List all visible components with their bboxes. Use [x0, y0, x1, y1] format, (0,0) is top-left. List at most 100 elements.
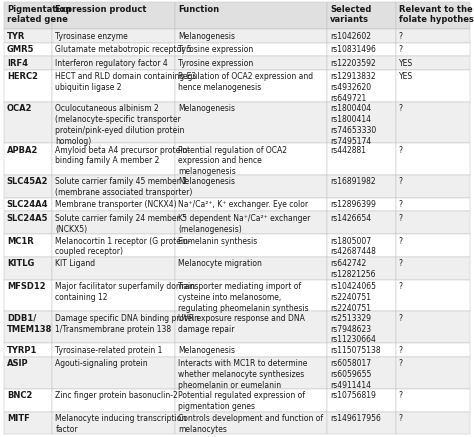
Bar — [4, 70, 53, 102]
Text: Controls development and function of
melanocytes: Controls development and function of mel… — [179, 414, 324, 434]
Bar — [327, 70, 396, 102]
Text: Melanogenesis: Melanogenesis — [179, 32, 236, 41]
Bar — [327, 143, 396, 175]
Text: ?: ? — [399, 392, 403, 400]
Bar — [4, 43, 53, 56]
Bar — [396, 389, 470, 412]
Text: Transporter mediating import of
cysteine into melanosome,
regulating pheomelanin: Transporter mediating import of cysteine… — [179, 282, 309, 312]
Bar — [175, 257, 327, 280]
Bar — [327, 412, 396, 434]
Text: Melanogenesis: Melanogenesis — [179, 346, 236, 355]
Text: Damage specific DNA binding protein
1/Transmembrane protein 138: Damage specific DNA binding protein 1/Tr… — [55, 314, 200, 334]
Text: rs1042602: rs1042602 — [330, 32, 371, 41]
Text: Interferon regulatory factor 4: Interferon regulatory factor 4 — [55, 59, 168, 68]
Bar — [175, 70, 327, 102]
Text: rs10756819: rs10756819 — [330, 392, 376, 400]
Text: Na⁺/Ca²⁺, K⁺ exchanger. Eye color: Na⁺/Ca²⁺, K⁺ exchanger. Eye color — [179, 200, 309, 209]
Text: rs642742
rs12821256: rs642742 rs12821256 — [330, 259, 375, 279]
Text: rs442881: rs442881 — [330, 146, 366, 155]
Bar — [4, 412, 53, 434]
Text: MFSD12: MFSD12 — [7, 282, 46, 291]
Text: ?: ? — [399, 236, 403, 246]
Bar — [327, 2, 396, 29]
Bar — [327, 102, 396, 143]
Bar — [396, 257, 470, 280]
Bar — [53, 211, 175, 234]
Bar — [53, 234, 175, 257]
Bar — [4, 343, 53, 357]
Text: Function: Function — [179, 5, 219, 14]
Text: ?: ? — [399, 104, 403, 113]
Bar — [175, 211, 327, 234]
Text: ?: ? — [399, 177, 403, 187]
Text: rs10831496: rs10831496 — [330, 45, 376, 54]
Text: ?: ? — [399, 32, 403, 41]
Bar — [53, 175, 175, 198]
Bar — [53, 70, 175, 102]
Text: HERC2: HERC2 — [7, 73, 38, 81]
Text: rs2513329
rs7948623
rs11230664: rs2513329 rs7948623 rs11230664 — [330, 314, 376, 344]
Bar — [4, 29, 53, 43]
Bar — [396, 234, 470, 257]
Bar — [396, 43, 470, 56]
Text: Solute carrier family 45 member 2
(membrane associated transporter): Solute carrier family 45 member 2 (membr… — [55, 177, 193, 197]
Bar — [327, 211, 396, 234]
Text: KIT Ligand: KIT Ligand — [55, 259, 96, 268]
Text: ASIP: ASIP — [7, 360, 28, 368]
Text: SLC24A5: SLC24A5 — [7, 214, 48, 223]
Bar — [175, 143, 327, 175]
Bar — [53, 2, 175, 29]
Text: Tyrosinase-related protein 1: Tyrosinase-related protein 1 — [55, 346, 163, 355]
Bar — [53, 357, 175, 389]
Text: Solute carrier family 24 member 5
(NCKX5): Solute carrier family 24 member 5 (NCKX5… — [55, 214, 187, 233]
Bar — [4, 198, 53, 211]
Text: ?: ? — [399, 346, 403, 355]
Text: GMR5: GMR5 — [7, 45, 34, 54]
Text: Tyrosinase enzyme: Tyrosinase enzyme — [55, 32, 128, 41]
Bar — [396, 29, 470, 43]
Bar — [175, 29, 327, 43]
Bar — [53, 56, 175, 70]
Bar — [53, 102, 175, 143]
Text: Relevant to the vitamin D-
folate hypothesis: Relevant to the vitamin D- folate hypoth… — [399, 5, 474, 24]
Text: rs12913832
rs4932620
rs649721: rs12913832 rs4932620 rs649721 — [330, 73, 376, 103]
Bar — [175, 280, 327, 312]
Text: ?: ? — [399, 282, 403, 291]
Text: YES: YES — [399, 59, 413, 68]
Text: Oculocutaneous albinism 2
(melanocyte-specific transporter
protein/pink-eyed dil: Oculocutaneous albinism 2 (melanocyte-sp… — [55, 104, 185, 146]
Bar — [396, 198, 470, 211]
Bar — [53, 143, 175, 175]
Bar — [4, 56, 53, 70]
Bar — [175, 343, 327, 357]
Bar — [396, 175, 470, 198]
Text: Melanogenesis: Melanogenesis — [179, 177, 236, 187]
Text: ?: ? — [399, 360, 403, 368]
Bar — [327, 56, 396, 70]
Bar — [327, 175, 396, 198]
Bar — [327, 257, 396, 280]
Text: ?: ? — [399, 214, 403, 223]
Text: APBA2: APBA2 — [7, 146, 38, 155]
Text: Melanocyte inducing transcription
factor: Melanocyte inducing transcription factor — [55, 414, 187, 434]
Bar — [327, 389, 396, 412]
Bar — [4, 102, 53, 143]
Bar — [4, 312, 53, 343]
Bar — [327, 29, 396, 43]
Bar — [4, 2, 53, 29]
Text: Melanocyte migration: Melanocyte migration — [179, 259, 262, 268]
Bar — [4, 234, 53, 257]
Bar — [175, 102, 327, 143]
Text: MITF: MITF — [7, 414, 29, 423]
Bar — [327, 357, 396, 389]
Text: ?: ? — [399, 146, 403, 155]
Text: DDB1/
TMEM138: DDB1/ TMEM138 — [7, 314, 52, 334]
Text: rs12203592: rs12203592 — [330, 59, 376, 68]
Text: YES: YES — [399, 73, 413, 81]
Bar — [4, 211, 53, 234]
Text: ?: ? — [399, 414, 403, 423]
Bar — [175, 43, 327, 56]
Bar — [4, 389, 53, 412]
Text: Eumelanin synthesis: Eumelanin synthesis — [179, 236, 258, 246]
Bar — [53, 257, 175, 280]
Text: rs1800404
rs1800414
rs74653330
rs7495174: rs1800404 rs1800414 rs74653330 rs7495174 — [330, 104, 376, 146]
